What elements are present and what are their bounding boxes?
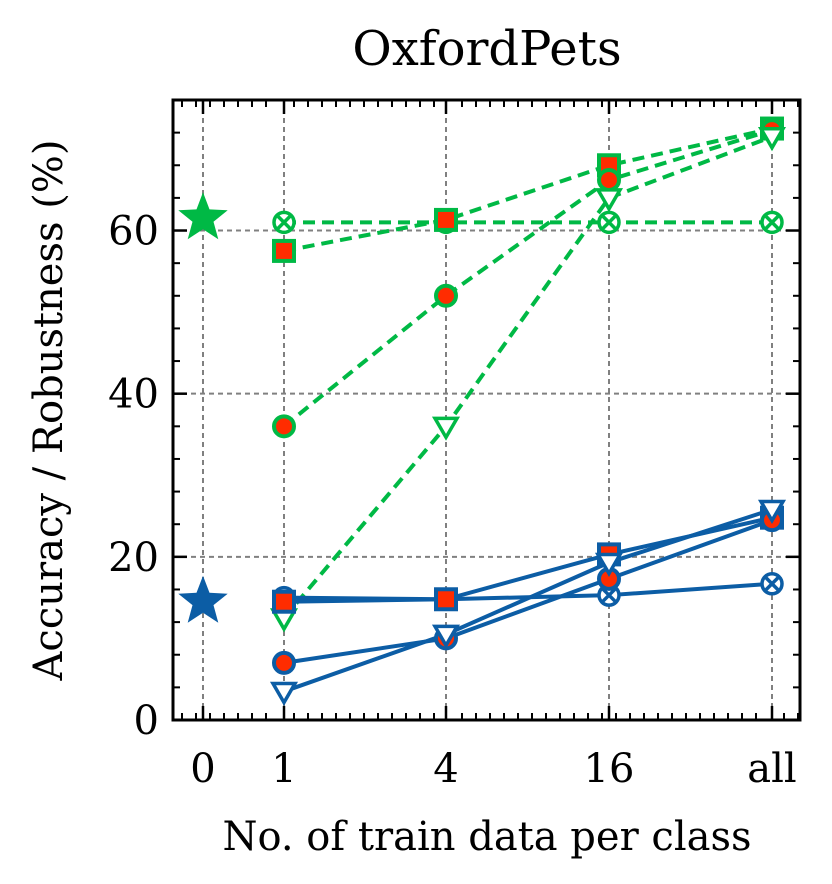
marker-green-x-1: [272, 210, 296, 235]
series-line-blue-circle: [283, 518, 773, 665]
marker-green-triangle-16: [594, 188, 624, 213]
marker-green-circle-1: [272, 414, 296, 439]
star-blue-zero-shot: [178, 575, 228, 623]
marker-green-x-all-cross-b: [764, 215, 780, 230]
marker-blue-x-all-cross-b: [764, 576, 780, 592]
marker-blue-circle-1-shape: [272, 650, 296, 675]
marker-green-triangle-4: [431, 416, 461, 441]
marker-green-square-1: [272, 238, 296, 263]
marker-blue-square-1-shape: [272, 589, 296, 614]
marker-green-x-16: [597, 210, 621, 235]
x-tick-label-4: 4: [433, 746, 458, 792]
series-line-blue-triangle: [283, 507, 773, 694]
marker-green-circle-16: [597, 167, 621, 192]
star-green-zero-shot: [178, 192, 228, 240]
y-axis-label: Accuracy / Robustness (%): [26, 140, 72, 682]
marker-green-circle-1-shape: [272, 414, 296, 439]
x-axis-label: No. of train data per class: [222, 814, 751, 860]
marker-green-triangle-16-shape: [594, 188, 624, 213]
marker-green-triangle-all: [757, 126, 787, 152]
marker-blue-triangle-all-shape: [757, 499, 787, 525]
x-tick-label-1: 1: [271, 746, 296, 792]
x-tick-label-0: 0: [190, 746, 215, 792]
marker-blue-x-16-cross-b: [601, 587, 617, 603]
series-line-green-square: [283, 126, 773, 253]
marker-blue-x-all: [760, 572, 784, 596]
marker-green-triangle-4-shape: [431, 416, 461, 441]
marker-blue-triangle-1: [269, 681, 299, 706]
marker-green-circle-4-shape: [434, 283, 458, 308]
marker-blue-triangle-16-shape: [594, 552, 624, 578]
marker-green-x-16-cross-b: [601, 215, 617, 230]
marker-blue-square-4: [434, 587, 458, 612]
series-line-green-triangle: [282, 134, 773, 620]
x-tick-label-16: 16: [584, 746, 635, 792]
marker-blue-triangle-4-shape: [431, 624, 461, 649]
series-line-green-circle: [282, 128, 773, 428]
marker-green-circle-16-shape: [597, 167, 621, 192]
plot-area: 0 20 40 60 0 1 4 16 all: [108, 98, 802, 792]
marker-blue-square-4-shape: [434, 587, 458, 612]
marker-blue-triangle-16: [594, 552, 624, 578]
marker-blue-triangle-1-shape: [269, 681, 299, 706]
y-tick-label-40: 40: [108, 372, 159, 418]
y-tick-label-60: 60: [108, 209, 159, 255]
marker-green-square-4-shape: [434, 207, 458, 232]
chart-title: OxfordPets: [352, 21, 621, 77]
marker-green-square-4: [434, 207, 458, 232]
x-tick-label-all: all: [747, 746, 796, 792]
marker-blue-triangle-all: [757, 499, 787, 525]
axes-frame: [171, 98, 802, 722]
marker-green-x-all: [760, 210, 784, 235]
marker-blue-triangle-4: [431, 624, 461, 649]
marker-green-triangle-all-shape: [757, 126, 787, 152]
marker-green-x-1-cross-b: [276, 215, 292, 230]
marker-green-square-1-shape: [272, 238, 296, 263]
y-tick-label-20: 20: [108, 535, 159, 581]
marker-green-circle-4: [434, 283, 458, 308]
y-tick-label-0: 0: [134, 698, 159, 744]
marker-blue-circle-1: [272, 650, 296, 675]
marker-blue-square-1: [272, 589, 296, 614]
